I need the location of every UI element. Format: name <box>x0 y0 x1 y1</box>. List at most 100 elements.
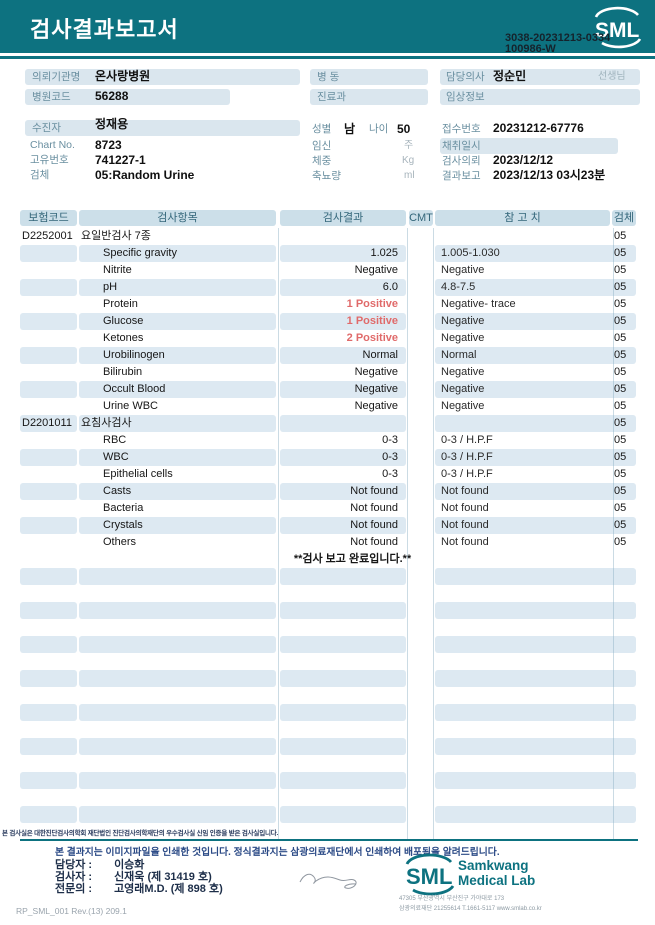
row-insurance-code: D2252001 <box>22 230 73 242</box>
table-row: WBC 0-3 0-3 / H.P.F 05 <box>20 449 636 466</box>
row-test-name: Epithelial cells <box>103 468 173 480</box>
table-row <box>20 585 636 602</box>
table-row <box>20 806 636 823</box>
row-reference-range: Not found <box>441 536 489 548</box>
row-test-name: Protein <box>103 298 138 310</box>
pregnancy-unit: 주 <box>404 140 414 151</box>
staff-row-manager: 담당자 : 이승화 <box>55 856 144 872</box>
row-result: 0-3 <box>382 468 398 480</box>
table-row: Protein 1 Positive Negative- trace 05 <box>20 296 636 313</box>
row-result: Negative <box>354 383 398 395</box>
report-number: 3038-20231213-0334 <box>505 32 611 44</box>
column-divider <box>278 228 279 840</box>
specimen-number: 100986-W <box>505 43 556 55</box>
row-reference-range: 0-3 / H.P.F <box>441 468 493 480</box>
table-row <box>20 772 636 789</box>
row-result: 1 Positive <box>346 315 398 327</box>
row-result: Negative <box>354 400 398 412</box>
specimen-label: 검체 <box>30 169 50 181</box>
brand-line2: Medical Lab <box>458 873 536 888</box>
manager-name: 이승화 <box>114 859 145 871</box>
row-insurance-code: D2201011 <box>22 417 72 429</box>
table-row: Others Not found Not found 05 <box>20 534 636 551</box>
row-specimen-code: 05 <box>614 434 627 446</box>
row-reference-range: Negative- trace <box>441 298 516 310</box>
doctor-label: 담당의사 <box>446 71 485 83</box>
table-row <box>20 653 636 670</box>
requesting-org-pill <box>25 69 300 85</box>
row-test-name: Glucose <box>103 315 144 327</box>
column-divider <box>613 228 614 840</box>
unique-no-value: 741227-1 <box>95 153 146 167</box>
hospital-code-label: 병원코드 <box>32 91 71 103</box>
row-result: 0-3 <box>382 451 398 463</box>
table-row <box>20 636 636 653</box>
row-test-name: 요일반검사 7종 <box>81 230 151 242</box>
row-specimen-code: 05 <box>614 519 627 531</box>
column-divider <box>407 228 408 840</box>
row-test-name: Casts <box>103 485 132 497</box>
row-test-name: 요침사검사 <box>81 417 132 429</box>
sex-value: 남 <box>344 122 356 136</box>
row-specimen-code: 05 <box>614 332 627 344</box>
table-row: Occult Blood Negative Negative 05 <box>20 381 636 398</box>
receipt-no-value: 20231212-67776 <box>493 121 584 135</box>
row-result: Negative <box>354 366 398 378</box>
sex-label: 성별 <box>312 123 332 135</box>
row-result: Not found <box>350 519 398 531</box>
dept-label: 진료과 <box>317 91 346 103</box>
svg-text:SML: SML <box>406 864 452 889</box>
doctor-pill <box>440 69 640 85</box>
row-specimen-code: 05 <box>614 281 627 293</box>
sml-logo-icon: SML <box>588 6 644 57</box>
row-specimen-code: 05 <box>614 417 627 429</box>
table-row <box>20 602 636 619</box>
row-specimen-code: 05 <box>614 468 627 480</box>
row-result: 1.025 <box>370 247 398 259</box>
clinical-info-pill <box>440 89 640 105</box>
specialist-name: 고영래M.D. (제 898 호) <box>114 883 223 895</box>
address-line1: 47305 부산광역시 부산진구 가야대로 173 <box>399 896 505 902</box>
row-test-name: pH <box>103 281 118 293</box>
col-header-ref: 참 고 치 <box>504 212 541 224</box>
row-reference-range: Negative <box>441 315 485 327</box>
row-reference-range: 0-3 / H.P.F <box>441 451 493 463</box>
row-reference-range: Negative <box>441 332 485 344</box>
patient-name-label: 수진자 <box>32 122 61 134</box>
table-row <box>20 687 636 704</box>
row-test-name: Urobilinogen <box>103 349 165 361</box>
receipt-no-label: 접수번호 <box>442 123 481 135</box>
weight-unit: Kg <box>402 155 415 166</box>
row-specimen-code: 05 <box>614 349 627 361</box>
row-test-name: Urine WBC <box>103 400 159 412</box>
row-specimen-code: 05 <box>614 315 627 327</box>
ward-pill <box>310 69 428 85</box>
row-test-name: RBC <box>103 434 127 446</box>
row-reference-range: 1.005-1.030 <box>441 247 500 259</box>
chart-no-value: 8723 <box>95 138 122 152</box>
report-header-band <box>0 0 655 53</box>
table-row: D2252001 요일반검사 7종 05 <box>20 228 636 245</box>
certification-note: 본 검사실은 대한진단검사의학회 재단법인 진단검사의학재단의 우수검사실 신임… <box>2 830 279 837</box>
table-row <box>20 738 636 755</box>
request-date-value: 2023/12/12 <box>493 153 554 167</box>
table-row: Glucose 1 Positive Negative 05 <box>20 313 636 330</box>
hospital-code-pill <box>25 89 230 105</box>
table-row: Urobilinogen Normal Normal 05 <box>20 347 636 364</box>
row-result: Normal <box>362 349 398 361</box>
collect-pill <box>440 138 618 154</box>
examiner-name: 신재욱 (제 31419 호) <box>114 871 212 883</box>
table-row: Bacteria Not found Not found 05 <box>20 500 636 517</box>
row-reference-range: Negative <box>441 400 485 412</box>
urine-volume-unit: ml <box>404 170 415 181</box>
page-title: 검사결과보고서 <box>30 17 179 42</box>
table-row <box>20 755 636 772</box>
chart-no-label: Chart No. <box>30 139 75 151</box>
report-date-label: 결과보고 <box>442 170 481 182</box>
row-specimen-code: 05 <box>614 383 627 395</box>
row-specimen-code: 05 <box>614 536 627 548</box>
row-test-name: Bilirubin <box>103 366 143 378</box>
specimen-value: 05:Random Urine <box>95 168 195 182</box>
row-test-name: Occult Blood <box>103 383 166 395</box>
manager-label: 담당자 : <box>55 859 93 871</box>
